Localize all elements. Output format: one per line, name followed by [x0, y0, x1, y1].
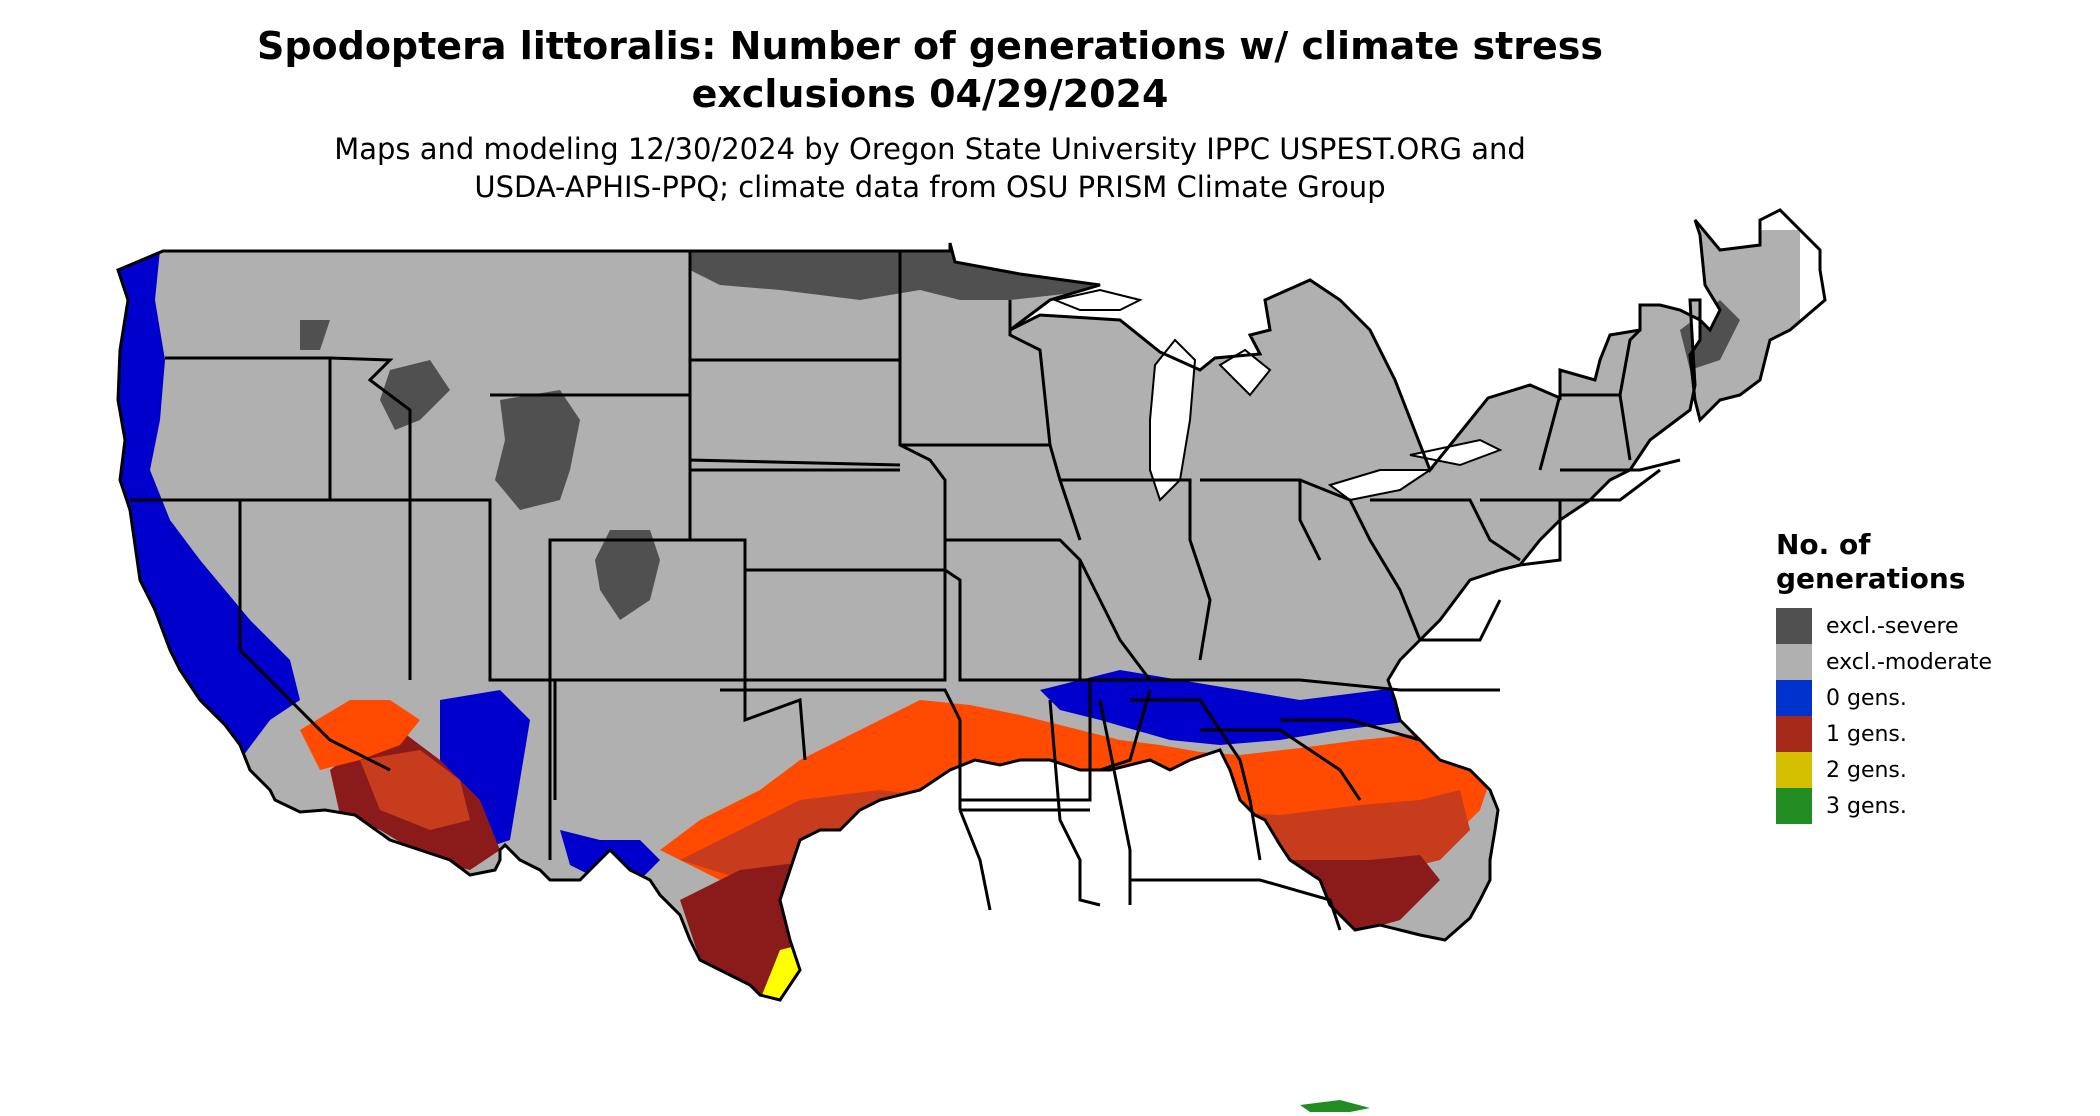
subtitle-line-1: Maps and modeling 12/30/2024 by Oregon S… [334, 132, 1526, 166]
subtitle-line-2: USDA-APHIS-PPQ; climate data from OSU PR… [474, 170, 1386, 204]
legend-swatch [1776, 752, 1812, 788]
legend-item-excl-severe: excl.-severe [1776, 608, 2076, 644]
legend-label: 3 gens. [1826, 793, 1907, 819]
legend-swatch [1776, 788, 1812, 824]
legend: No. of generations excl.-severe excl.-mo… [1776, 528, 2076, 824]
legend-title: No. of generations [1776, 528, 2076, 596]
map-title: Spodoptera littoralis: Number of generat… [130, 22, 1730, 118]
legend-label: excl.-severe [1826, 613, 1959, 639]
legend-label: excl.-moderate [1826, 649, 1992, 675]
state-borders [130, 251, 1681, 931]
legend-title-line-1: No. of [1776, 528, 1871, 561]
map-subtitle: Maps and modeling 12/30/2024 by Oregon S… [130, 130, 1730, 206]
legend-item-0-gens: 0 gens. [1776, 680, 2076, 716]
title-line-2: exclusions 04/29/2024 [691, 72, 1169, 116]
legend-swatch [1776, 644, 1812, 680]
two-gens-areas [760, 940, 1370, 1000]
legend-label: 2 gens. [1826, 757, 1907, 783]
legend-label: 0 gens. [1826, 685, 1907, 711]
legend-item-excl-moderate: excl.-moderate [1776, 644, 2076, 680]
title-line-1: Spodoptera littoralis: Number of generat… [256, 24, 1604, 68]
legend-swatch [1776, 716, 1812, 752]
legend-label: 1 gens. [1826, 721, 1907, 747]
great-lakes [1051, 288, 1503, 502]
legend-swatch [1776, 680, 1812, 716]
legend-item-2-gens: 2 gens. [1776, 752, 2076, 788]
legend-title-line-2: generations [1776, 562, 1966, 595]
legend-item-1-gens: 1 gens. [1776, 716, 2076, 752]
legend-swatch [1776, 608, 1812, 644]
legend-item-3-gens: 3 gens. [1776, 788, 2076, 824]
